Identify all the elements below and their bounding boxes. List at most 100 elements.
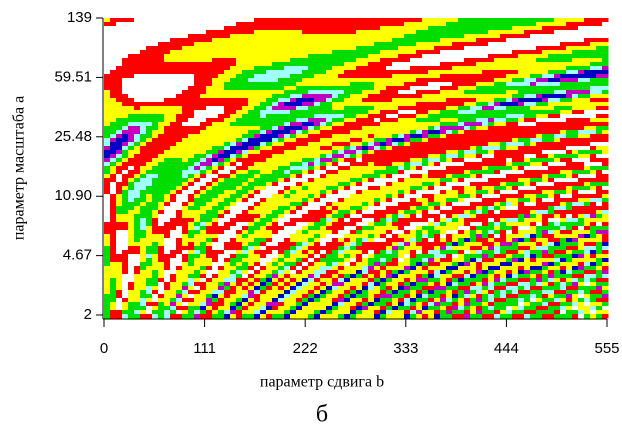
heatmap-cell bbox=[602, 158, 609, 163]
heatmap-cell bbox=[500, 66, 507, 71]
heatmap-cell bbox=[512, 58, 519, 63]
heatmap-cell bbox=[170, 214, 177, 219]
heatmap-cell bbox=[404, 38, 411, 43]
heatmap-cell bbox=[362, 62, 369, 67]
heatmap-cell bbox=[494, 186, 501, 191]
heatmap-cell bbox=[338, 142, 345, 147]
heatmap-cell bbox=[140, 102, 147, 107]
heatmap-cell bbox=[248, 214, 255, 219]
heatmap-cell bbox=[578, 170, 585, 175]
heatmap-cell bbox=[116, 122, 123, 127]
heatmap-cell bbox=[584, 106, 591, 111]
heatmap-cell bbox=[524, 198, 531, 203]
heatmap-cell bbox=[338, 194, 345, 199]
heatmap-cell bbox=[428, 134, 435, 139]
heatmap-cell bbox=[254, 210, 261, 215]
heatmap-cell bbox=[110, 34, 117, 39]
heatmap-cell bbox=[146, 98, 153, 103]
heatmap-cell bbox=[566, 114, 573, 119]
heatmap-cell bbox=[152, 150, 159, 155]
heatmap-cell bbox=[290, 230, 297, 235]
heatmap-cell bbox=[248, 78, 255, 83]
heatmap-cell bbox=[188, 54, 195, 59]
heatmap-cell bbox=[302, 174, 309, 179]
heatmap-cell bbox=[266, 82, 273, 87]
heatmap-cell bbox=[560, 170, 567, 175]
heatmap-cell bbox=[578, 130, 585, 135]
heatmap-cell bbox=[194, 182, 201, 187]
heatmap-cell bbox=[266, 158, 273, 163]
heatmap-cell bbox=[272, 30, 279, 35]
heatmap-cell bbox=[482, 82, 489, 87]
heatmap-cell bbox=[260, 94, 267, 99]
heatmap-cell bbox=[530, 50, 537, 55]
heatmap-cell bbox=[284, 22, 291, 27]
heatmap-cell bbox=[218, 194, 225, 199]
heatmap-cell bbox=[248, 54, 255, 59]
heatmap-cell bbox=[578, 218, 585, 223]
heatmap-cell bbox=[560, 18, 567, 23]
heatmap-cell bbox=[188, 82, 195, 87]
heatmap-cell bbox=[176, 94, 183, 99]
heatmap-cell bbox=[530, 62, 537, 67]
heatmap-cell bbox=[602, 30, 609, 35]
heatmap-cell bbox=[242, 182, 249, 187]
heatmap-cell bbox=[362, 214, 369, 219]
heatmap-cell bbox=[200, 50, 207, 55]
heatmap-cell bbox=[272, 26, 279, 31]
heatmap-cell bbox=[254, 242, 261, 247]
heatmap-cell bbox=[254, 222, 261, 227]
heatmap-cell bbox=[194, 142, 201, 147]
heatmap-cell bbox=[440, 58, 447, 63]
heatmap-cell bbox=[260, 182, 267, 187]
heatmap-cell bbox=[452, 206, 459, 211]
heatmap-cell bbox=[302, 122, 309, 127]
heatmap-cell bbox=[122, 50, 129, 55]
heatmap-cell bbox=[428, 90, 435, 95]
heatmap-cell bbox=[476, 238, 483, 243]
heatmap-cell bbox=[218, 210, 225, 215]
heatmap-cell bbox=[170, 62, 177, 67]
heatmap-cell bbox=[590, 138, 597, 143]
heatmap-cell bbox=[536, 150, 543, 155]
heatmap-cell bbox=[260, 150, 267, 155]
heatmap-cell bbox=[524, 78, 531, 83]
heatmap-cell bbox=[404, 106, 411, 111]
heatmap-cell bbox=[488, 110, 495, 115]
heatmap-cell bbox=[296, 178, 303, 183]
heatmap-cell bbox=[494, 206, 501, 211]
heatmap-cell bbox=[578, 142, 585, 147]
heatmap-cell bbox=[392, 186, 399, 191]
heatmap-cell bbox=[572, 154, 579, 159]
heatmap-cell bbox=[224, 114, 231, 119]
heatmap-cell bbox=[548, 214, 555, 219]
heatmap-cell bbox=[440, 154, 447, 159]
heatmap-cell bbox=[398, 242, 405, 247]
heatmap-cell bbox=[302, 142, 309, 147]
heatmap-cell bbox=[326, 134, 333, 139]
heatmap-cell bbox=[566, 62, 573, 67]
heatmap-cell bbox=[542, 86, 549, 91]
heatmap-cell bbox=[176, 226, 183, 231]
heatmap-cell bbox=[230, 178, 237, 183]
heatmap-cell bbox=[452, 118, 459, 123]
heatmap-cell bbox=[188, 178, 195, 183]
heatmap-cell bbox=[512, 214, 519, 219]
heatmap-cell bbox=[296, 226, 303, 231]
heatmap-cell bbox=[536, 166, 543, 171]
heatmap-cell bbox=[134, 246, 141, 251]
heatmap-cell bbox=[500, 142, 507, 147]
heatmap-cell bbox=[308, 166, 315, 171]
heatmap-cell bbox=[290, 134, 297, 139]
heatmap-cell bbox=[446, 114, 453, 119]
heatmap-cell bbox=[458, 166, 465, 171]
heatmap-cell bbox=[260, 110, 267, 115]
heatmap-cell bbox=[248, 46, 255, 51]
heatmap-cell bbox=[320, 238, 327, 243]
heatmap-cell bbox=[248, 42, 255, 47]
heatmap-cell bbox=[308, 250, 315, 255]
heatmap-cell bbox=[284, 174, 291, 179]
heatmap-cell bbox=[470, 34, 477, 39]
heatmap-cell bbox=[434, 230, 441, 235]
heatmap-cell bbox=[584, 122, 591, 127]
